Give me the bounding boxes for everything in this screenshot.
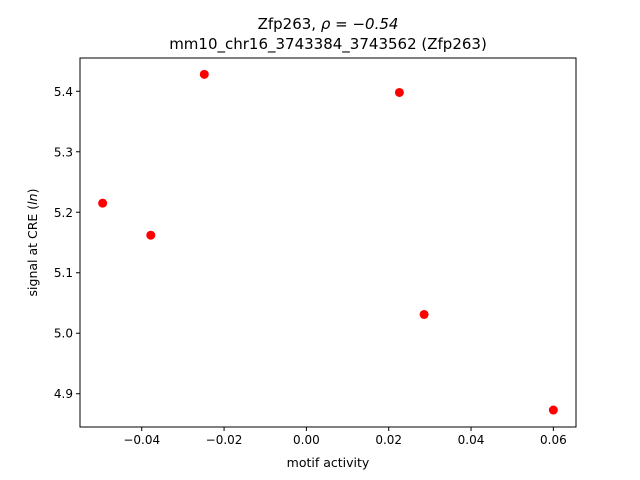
data-point-5 — [419, 309, 429, 319]
y-tick-label: 5.4 — [54, 85, 73, 99]
data-point-1 — [98, 198, 108, 208]
y-tick-label: 4.9 — [54, 387, 73, 401]
data-point-2 — [146, 230, 156, 240]
x-tick-label: 0.04 — [458, 433, 485, 447]
y-axis-label: signal at CRE (ln) — [25, 189, 40, 297]
x-tick-label: −0.04 — [123, 433, 160, 447]
points-layer — [98, 69, 558, 415]
y-tick-label: 5.0 — [54, 327, 73, 341]
plot-frame — [79, 57, 577, 428]
x-axis: −0.04 −0.02 0.00 0.02 0.04 0.06 — [123, 427, 567, 447]
x-tick-label: 0.02 — [375, 433, 402, 447]
y-tick-label: 5.1 — [54, 266, 73, 280]
chart-title-line2: mm10_chr16_3743384_3743562 (Zfp263) — [169, 35, 487, 54]
data-point-3 — [199, 69, 209, 79]
y-tick-label: 5.2 — [54, 206, 73, 220]
x-tick-label: −0.02 — [206, 433, 243, 447]
x-axis-label: motif activity — [287, 455, 370, 470]
chart-title-line1: Zfp263, ρ = −0.54 — [258, 15, 399, 33]
data-point-4 — [394, 87, 404, 97]
x-tick-label: 0.06 — [540, 433, 567, 447]
data-point-6 — [548, 405, 558, 415]
x-tick-label: 0.00 — [293, 433, 320, 447]
y-axis: 4.9 5.0 5.1 5.2 5.3 5.4 — [54, 85, 80, 401]
y-tick-label: 5.3 — [54, 145, 73, 159]
